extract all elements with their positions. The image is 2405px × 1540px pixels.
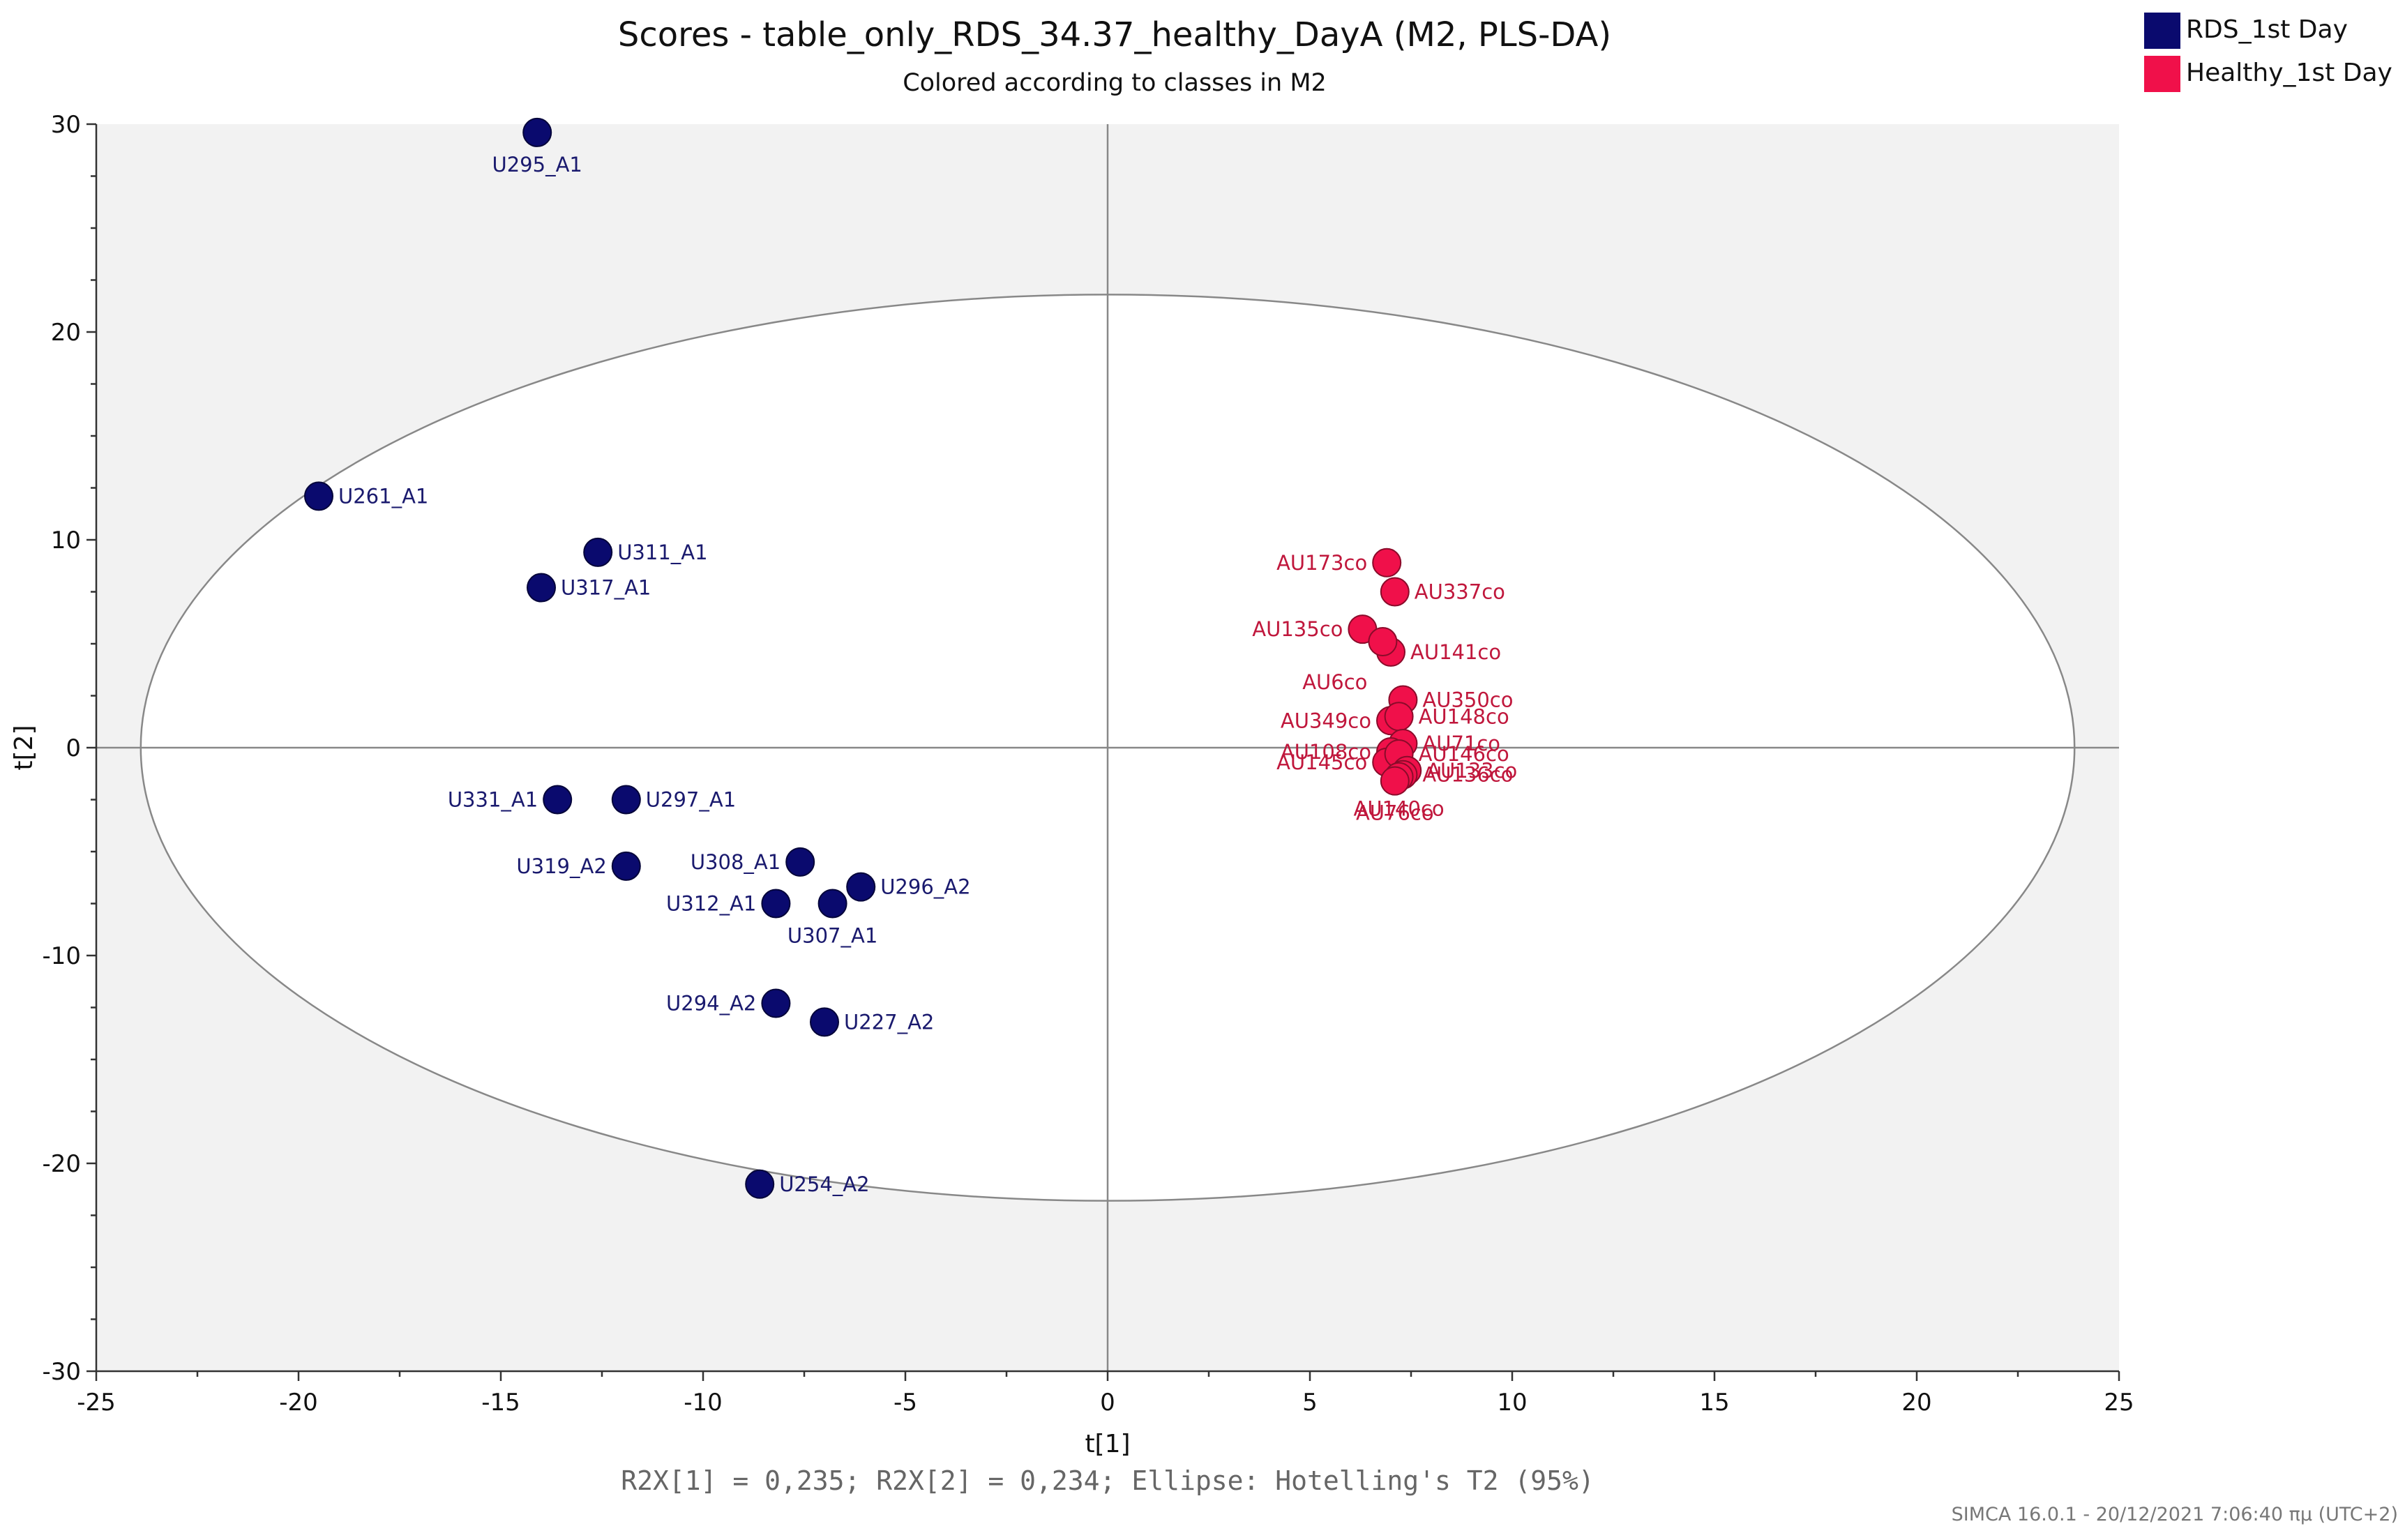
y-axis-ticks: -30 -20 -10 0 10 20 30 [42, 111, 96, 1386]
data-point-label: U295_A1 [492, 153, 582, 176]
x-tick-label: -15 [481, 1389, 520, 1417]
y-tick-label: -20 [42, 1150, 81, 1178]
data-point[interactable] [761, 889, 791, 919]
x-axis-ticks: -25 -20 -15 -10 -5 0 5 10 15 20 25 [77, 1371, 2134, 1417]
data-point-label: U294_A2 [666, 992, 756, 1016]
x-tick-label: 0 [1100, 1389, 1115, 1417]
data-point[interactable] [785, 847, 815, 877]
x-tick-label: 15 [1699, 1389, 1729, 1417]
chart-subtitle: Colored according to classes in M2 [903, 69, 1327, 97]
data-point[interactable] [1380, 577, 1410, 607]
y-tick-label: -10 [42, 942, 81, 970]
data-point-label: AU133co [1426, 759, 1517, 783]
y-tick-label: -30 [42, 1358, 81, 1386]
y-tick-label: 10 [51, 527, 81, 554]
data-point-label: AU141co [1410, 640, 1501, 664]
legend-label-rds: RDS_1st Day [2186, 15, 2348, 44]
data-point[interactable] [1384, 702, 1414, 732]
data-point[interactable] [543, 785, 573, 815]
data-point-label: U311_A1 [617, 541, 707, 564]
x-tick-label: 20 [1901, 1389, 1931, 1417]
y-tick-label: 0 [66, 734, 81, 762]
data-point-label: AU71co [1422, 732, 1500, 755]
data-point-label: AU173co [1276, 551, 1367, 575]
r2x-footer: R2X[1] = 0,235; R2X[2] = 0,234; Ellipse:… [621, 1465, 1594, 1496]
data-point[interactable] [527, 573, 556, 603]
y-tick-label: 20 [51, 319, 81, 347]
data-point[interactable] [611, 851, 641, 881]
series-rds-1st-day: U295_A1 U261_A1 U311_A1 U317_A1 U331_A1 U297_… [304, 117, 971, 1199]
data-point-label: AU135co [1252, 617, 1343, 641]
data-point[interactable] [810, 1007, 839, 1037]
data-point[interactable] [522, 117, 552, 147]
data-point[interactable] [817, 889, 847, 919]
data-point-label: AU108co [1281, 740, 1371, 764]
legend-label-healthy: Healthy_1st Day [2186, 59, 2392, 87]
legend-swatch-healthy [2144, 56, 2180, 92]
data-point-label: AU6co [1302, 670, 1367, 694]
software-version-stamp: SIMCA 16.0.1 - 20/12/2021 7:06:40 πμ (UT… [1952, 1504, 2398, 1525]
data-point-label: U261_A1 [338, 484, 428, 508]
x-tick-label: -5 [894, 1389, 917, 1417]
data-point-label: U317_A1 [561, 576, 651, 600]
legend: RDS_1st Day Healthy_1st Day [2144, 13, 2392, 92]
data-point-label: AU337co [1415, 580, 1505, 604]
data-point[interactable] [761, 988, 791, 1018]
data-point[interactable] [304, 481, 333, 511]
data-point[interactable] [846, 872, 876, 902]
chart-title: Scores - table_only_RDS_34.37_healthy_Da… [618, 15, 1611, 54]
data-point-label: AU76co [1356, 801, 1434, 825]
x-tick-label: 25 [2104, 1389, 2134, 1417]
data-point[interactable] [745, 1169, 775, 1199]
data-point[interactable] [611, 785, 641, 815]
data-point-label: U319_A2 [516, 854, 606, 878]
data-point-label: AU140co [1354, 797, 1445, 821]
data-point-label: U254_A2 [779, 1172, 869, 1196]
data-point-label: U331_A1 [448, 788, 538, 812]
data-point-label: U307_A1 [787, 924, 877, 948]
data-point-label: U296_A2 [880, 875, 970, 899]
data-point-label: U312_A1 [666, 892, 756, 916]
y-axis-label: t[2] [10, 725, 38, 770]
data-point-label: AU136co [1422, 763, 1513, 787]
x-tick-label: -20 [279, 1389, 318, 1417]
legend-swatch-rds [2144, 13, 2180, 49]
data-point-label: AU350co [1422, 688, 1513, 711]
data-point-label: U227_A2 [844, 1010, 934, 1034]
data-point-label: AU146co [1419, 742, 1509, 766]
data-point-label: U308_A1 [691, 850, 781, 874]
x-tick-label: -25 [77, 1389, 116, 1417]
x-tick-label: 10 [1497, 1389, 1527, 1417]
data-point[interactable] [1368, 627, 1398, 657]
x-axis-label: t[1] [1085, 1430, 1130, 1458]
data-point[interactable] [1380, 766, 1410, 796]
data-point[interactable] [583, 537, 613, 567]
data-point-label: U297_A1 [646, 788, 736, 812]
data-point-label: AU145co [1276, 750, 1367, 774]
data-point-label: AU349co [1281, 709, 1371, 732]
x-tick-label: 5 [1302, 1389, 1318, 1417]
series-healthy-1st-day: AU173co AU337co AU135co AU141co AU6co AU350co… [1252, 548, 1517, 825]
data-point-label: AU148co [1419, 704, 1509, 728]
x-tick-label: -10 [684, 1389, 723, 1417]
y-tick-label: 30 [51, 111, 81, 139]
data-point[interactable] [1372, 548, 1402, 578]
